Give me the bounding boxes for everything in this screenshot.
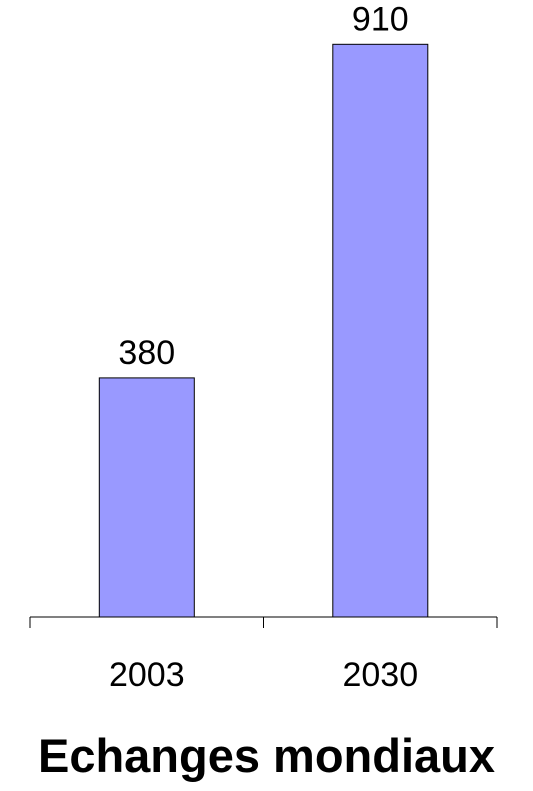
chart-title: Echanges mondiaux (37, 729, 496, 782)
bar-2030 (332, 43, 429, 618)
x-tick-label-2003: 2003 (109, 656, 185, 694)
bars-layer (98, 43, 429, 618)
bar-2003 (98, 377, 195, 618)
x-axis: 2003 2030 (29, 616, 498, 694)
data-label-2030: 910 (352, 0, 409, 38)
value-labels-layer: 380 910 (118, 0, 408, 372)
data-label-2003: 380 (118, 334, 175, 372)
x-tick-label-2030: 2030 (342, 656, 418, 694)
